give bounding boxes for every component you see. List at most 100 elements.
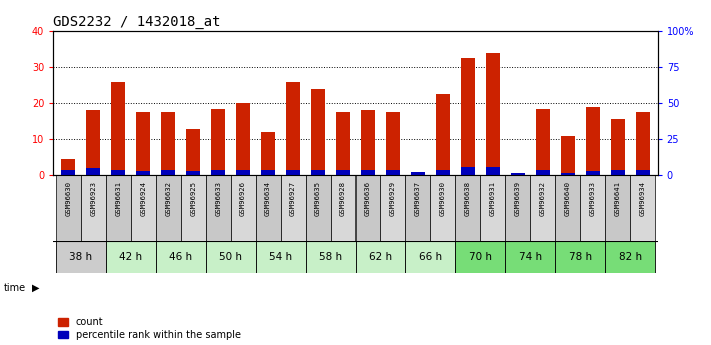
Text: GSM96638: GSM96638 — [465, 181, 471, 216]
Text: GSM96633: GSM96633 — [215, 181, 221, 216]
Bar — [455, 175, 481, 241]
Bar — [205, 175, 230, 241]
Text: GSM96934: GSM96934 — [640, 181, 646, 216]
Bar — [555, 175, 580, 241]
Bar — [461, 167, 475, 175]
Bar — [336, 112, 350, 175]
Bar — [486, 167, 500, 175]
Text: GSM96636: GSM96636 — [365, 181, 371, 216]
Bar — [61, 170, 75, 175]
Bar — [405, 175, 430, 241]
Bar — [137, 112, 150, 175]
Bar — [311, 89, 325, 175]
Bar — [56, 175, 81, 241]
Bar — [186, 128, 200, 175]
Bar — [636, 112, 650, 175]
Bar — [356, 175, 380, 241]
Bar — [636, 170, 650, 175]
Bar — [131, 175, 156, 241]
Text: GSM96639: GSM96639 — [515, 181, 521, 216]
Bar — [205, 241, 256, 273]
Bar — [380, 175, 405, 241]
Bar — [605, 241, 655, 273]
Bar — [137, 171, 150, 175]
Bar — [611, 170, 624, 175]
Bar — [336, 170, 350, 175]
Text: 54 h: 54 h — [269, 252, 292, 262]
Text: GSM96632: GSM96632 — [165, 181, 171, 216]
Bar — [287, 81, 300, 175]
Bar — [181, 175, 205, 241]
Bar — [561, 136, 574, 175]
Bar — [281, 175, 306, 241]
Bar — [81, 175, 106, 241]
Bar — [506, 175, 530, 241]
Text: GSM96923: GSM96923 — [90, 181, 96, 216]
Bar — [361, 170, 375, 175]
Bar — [87, 168, 100, 175]
Bar — [56, 241, 106, 273]
Text: ▶: ▶ — [32, 283, 40, 293]
Text: GSM96637: GSM96637 — [415, 181, 421, 216]
Text: 82 h: 82 h — [619, 252, 642, 262]
Bar — [106, 175, 131, 241]
Bar — [306, 175, 331, 241]
Bar — [106, 241, 156, 273]
Bar — [586, 107, 599, 175]
Text: GSM96630: GSM96630 — [65, 181, 71, 216]
Bar — [311, 170, 325, 175]
Bar — [361, 110, 375, 175]
Bar — [511, 174, 525, 175]
Bar — [536, 170, 550, 175]
Bar — [436, 170, 450, 175]
Bar — [112, 81, 125, 175]
Bar — [156, 241, 205, 273]
Text: 38 h: 38 h — [69, 252, 92, 262]
Text: GSM96927: GSM96927 — [290, 181, 296, 216]
Bar — [211, 170, 225, 175]
Bar — [156, 175, 181, 241]
Text: GDS2232 / 1432018_at: GDS2232 / 1432018_at — [53, 14, 221, 29]
Text: GSM96641: GSM96641 — [615, 181, 621, 216]
Text: 66 h: 66 h — [419, 252, 442, 262]
Text: 42 h: 42 h — [119, 252, 142, 262]
Bar — [530, 175, 555, 241]
Bar — [486, 53, 500, 175]
Bar — [287, 170, 300, 175]
Bar — [230, 175, 256, 241]
Bar — [211, 109, 225, 175]
Bar — [87, 110, 100, 175]
Bar — [481, 175, 506, 241]
Bar — [331, 175, 356, 241]
Text: 78 h: 78 h — [569, 252, 592, 262]
Bar — [161, 170, 175, 175]
Bar — [411, 172, 424, 175]
Text: GSM96924: GSM96924 — [140, 181, 146, 216]
Text: 62 h: 62 h — [369, 252, 392, 262]
Bar — [261, 170, 275, 175]
Text: GSM96933: GSM96933 — [589, 181, 596, 216]
Bar — [630, 175, 655, 241]
Text: GSM96640: GSM96640 — [565, 181, 571, 216]
Bar — [405, 241, 455, 273]
Bar — [605, 175, 630, 241]
Text: 46 h: 46 h — [169, 252, 192, 262]
Bar — [112, 170, 125, 175]
Text: 74 h: 74 h — [519, 252, 542, 262]
Text: GSM96932: GSM96932 — [540, 181, 546, 216]
Bar — [61, 159, 75, 175]
Text: GSM96928: GSM96928 — [340, 181, 346, 216]
Bar — [430, 175, 455, 241]
Text: 70 h: 70 h — [469, 252, 492, 262]
Bar — [386, 112, 400, 175]
Bar — [506, 241, 555, 273]
Text: 58 h: 58 h — [319, 252, 342, 262]
Bar — [455, 241, 506, 273]
Text: GSM96925: GSM96925 — [190, 181, 196, 216]
Text: GSM96929: GSM96929 — [390, 181, 396, 216]
Text: GSM96635: GSM96635 — [315, 181, 321, 216]
Text: time: time — [4, 283, 26, 293]
Bar — [386, 170, 400, 175]
Bar — [256, 175, 281, 241]
Bar — [436, 94, 450, 175]
